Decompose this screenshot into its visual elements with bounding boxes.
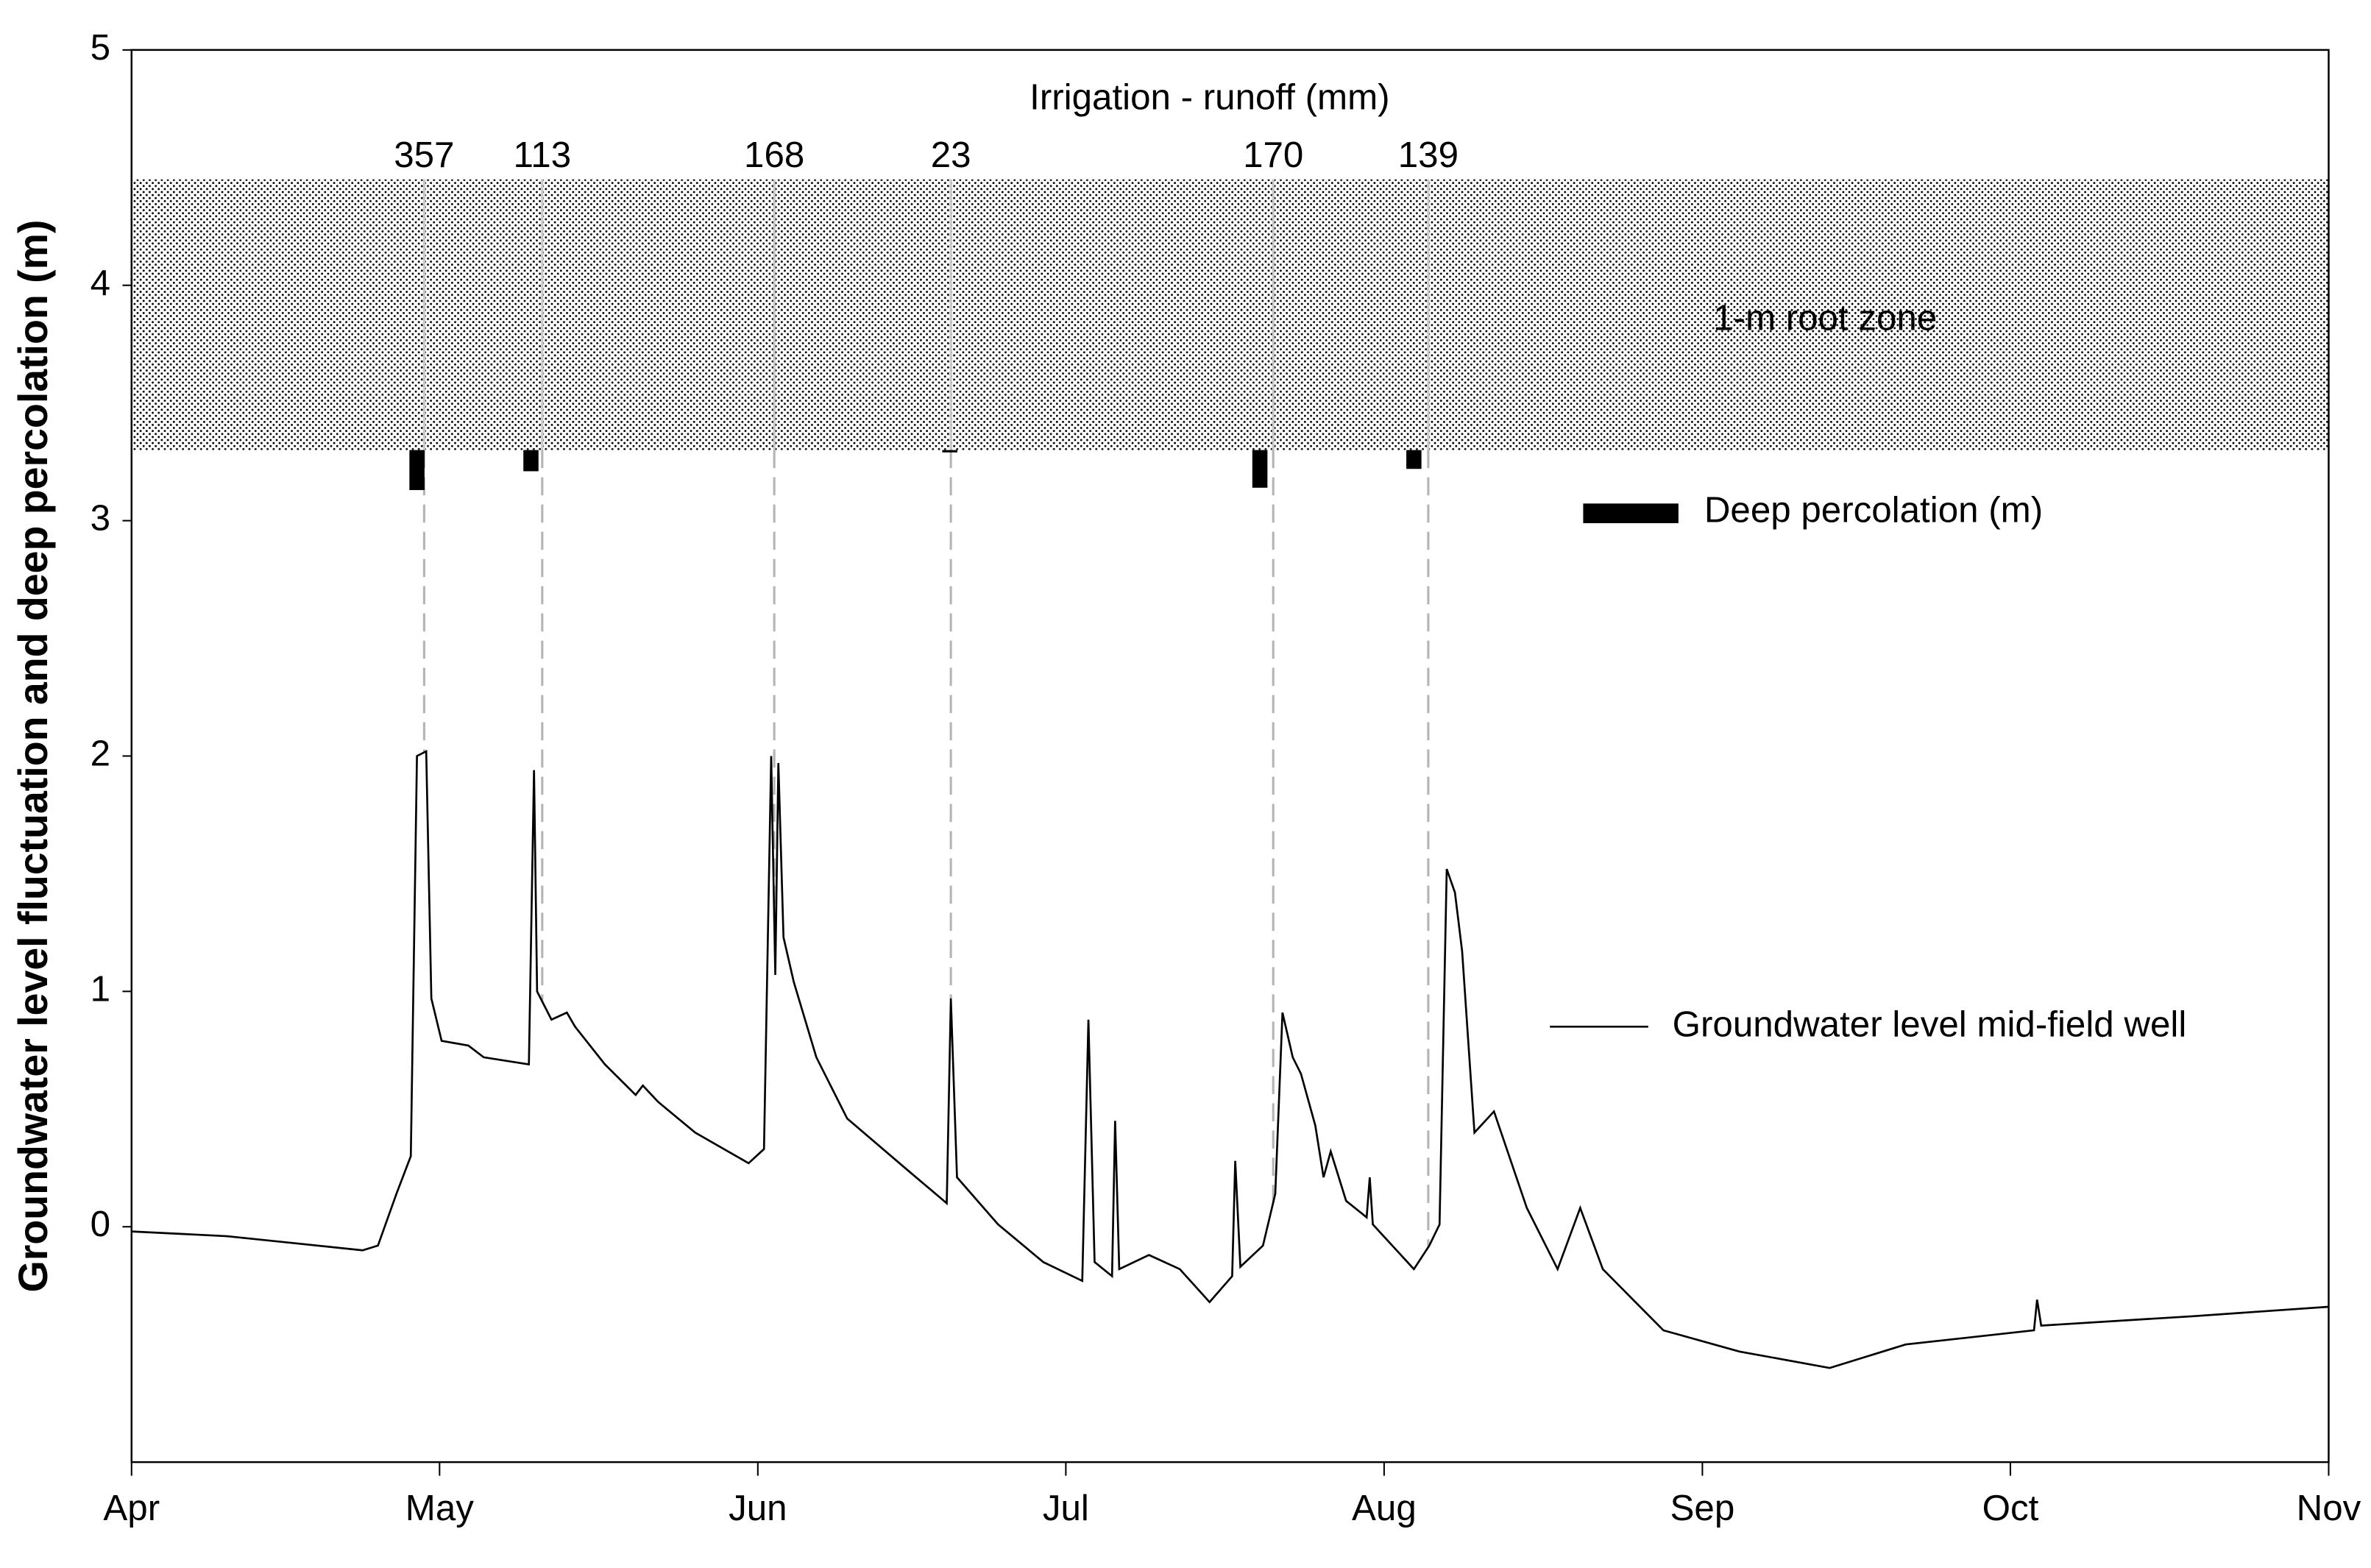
y-tick-label: 0 xyxy=(91,1204,110,1244)
y-tick-label: 2 xyxy=(91,734,110,774)
percolation-bar xyxy=(409,450,425,491)
x-tick-label: May xyxy=(405,1488,474,1528)
x-tick-label: Sep xyxy=(1670,1488,1735,1528)
y-tick-label: 3 xyxy=(91,498,110,539)
y-tick-label: 1 xyxy=(91,968,110,1009)
root-zone-label: 1-m root zone xyxy=(1713,298,1937,338)
legend-label: Groundwater level mid-field well xyxy=(1673,1004,2187,1044)
x-tick-label: Jun xyxy=(729,1488,787,1528)
x-tick-label: Nov xyxy=(2297,1488,2361,1528)
groundwater-line xyxy=(131,749,2329,1369)
percolation-bar xyxy=(523,450,539,472)
y-axis-label: Groundwater level fluctuation and deep p… xyxy=(10,220,56,1293)
y-tick-label: 4 xyxy=(91,263,110,303)
x-tick-label: Oct xyxy=(1982,1488,2039,1528)
irrigation-title: Irrigation - runoff (mm) xyxy=(1029,77,1389,118)
irrigation-label: 23 xyxy=(931,135,971,175)
percolation-bar xyxy=(1252,450,1268,488)
y-tick-label: 5 xyxy=(91,27,110,68)
legend-swatch xyxy=(1583,503,1679,524)
legend-label: Deep percolation (m) xyxy=(1704,490,2043,531)
x-tick-label: Aug xyxy=(1352,1488,1417,1528)
percolation-bar xyxy=(942,450,958,453)
irrigation-label: 170 xyxy=(1243,135,1303,175)
x-tick-label: Apr xyxy=(103,1488,160,1528)
percolation-bar xyxy=(1406,450,1422,469)
root-zone xyxy=(131,179,2329,450)
irrigation-label: 113 xyxy=(514,135,572,175)
irrigation-label: 168 xyxy=(744,135,804,175)
irrigation-label: 357 xyxy=(394,135,454,175)
x-tick-label: Jul xyxy=(1043,1488,1089,1528)
irrigation-label: 139 xyxy=(1398,135,1459,175)
